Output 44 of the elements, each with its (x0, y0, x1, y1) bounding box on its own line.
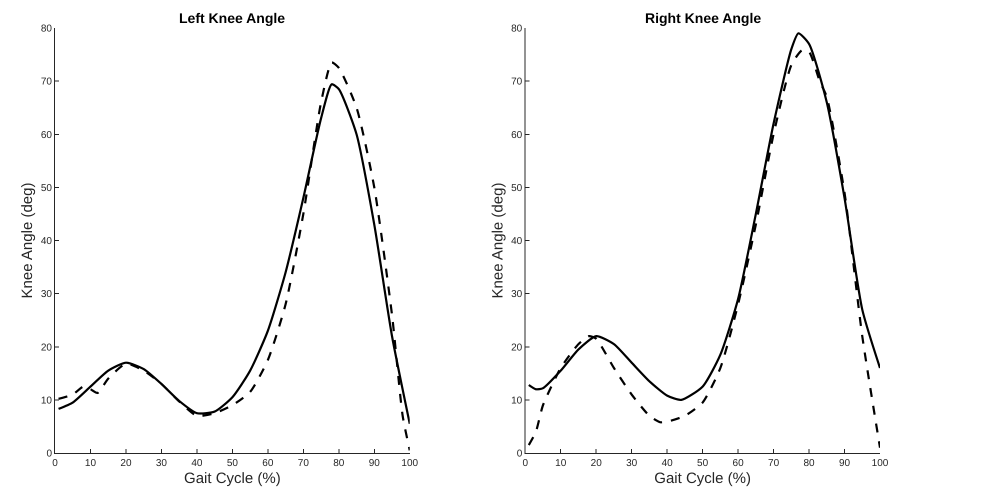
y-tick-label: 30 (40, 289, 52, 300)
x-tick-label: 60 (262, 458, 274, 469)
x-tick-label: 80 (333, 458, 345, 469)
x-tick-label: 100 (872, 458, 889, 469)
x-tick-label: 30 (156, 458, 168, 469)
y-tick-label: 40 (40, 236, 52, 247)
x-tick-label: 50 (226, 458, 238, 469)
x-axis-title: Gait Cycle (%) (184, 470, 281, 487)
y-tick-label: 40 (511, 236, 523, 247)
y-tick-label: 50 (40, 182, 52, 194)
y-tick-label: 20 (40, 342, 52, 354)
x-axis-title: Gait Cycle (%) (654, 470, 751, 487)
chart-title: Left Knee Angle (179, 10, 286, 26)
x-tick-label: 20 (590, 458, 602, 469)
y-axis-title: Knee Angle (deg) (489, 182, 506, 298)
y-tick-label: 30 (511, 289, 523, 300)
x-tick-label: 90 (838, 458, 851, 469)
x-tick-label: 20 (120, 458, 132, 469)
y-tick-label: 70 (511, 76, 523, 88)
x-tick-label: 50 (697, 458, 709, 469)
y-tick-label: 10 (40, 395, 52, 406)
y-tick-label: 20 (511, 342, 523, 354)
y-tick-label: 60 (40, 130, 52, 141)
chart-title: Right Knee Angle (645, 10, 762, 26)
y-tick-label: 0 (46, 448, 52, 460)
y-tick-label: 80 (40, 24, 52, 34)
x-tick-label: 60 (732, 458, 744, 469)
y-axis-title: Knee Angle (deg) (19, 182, 36, 298)
y-tick-label: 50 (511, 182, 523, 194)
x-tick-label: 10 (84, 458, 96, 469)
x-tick-label: 70 (768, 458, 780, 469)
x-tick-label: 40 (662, 458, 674, 469)
y-tick-label: 70 (40, 76, 52, 88)
y-tick-label: 80 (511, 24, 523, 34)
x-tick-label: 90 (368, 458, 380, 469)
x-tick-label: 30 (626, 458, 638, 469)
y-tick-label: 60 (511, 130, 523, 141)
x-tick-label: 40 (191, 458, 203, 469)
x-tick-label: 80 (803, 458, 816, 469)
x-tick-label: 100 (401, 458, 419, 469)
y-tick-label: 0 (516, 448, 523, 460)
x-tick-label: 70 (298, 458, 310, 469)
y-tick-label: 10 (511, 395, 523, 406)
x-tick-label: 10 (555, 458, 567, 469)
